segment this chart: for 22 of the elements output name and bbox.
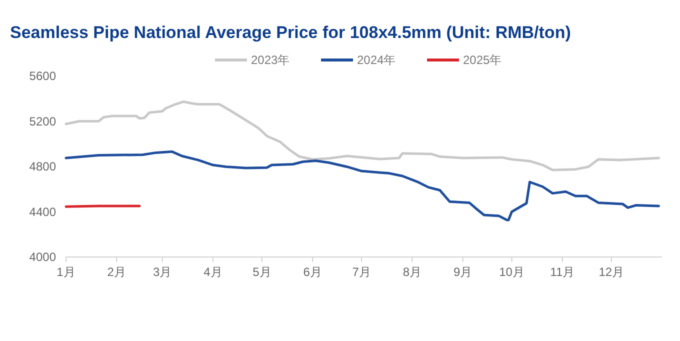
y-tick-label: 5600: [29, 69, 56, 83]
y-tick-label: 4400: [29, 204, 56, 219]
x-tick-label: 12月: [598, 265, 624, 279]
legend-label: 2024年: [357, 53, 396, 67]
y-tick-label: 4800: [29, 160, 56, 174]
x-tick-label: 11月: [550, 265, 575, 279]
y-tick-label: 5200: [29, 114, 56, 128]
x-tick-label: 2月: [107, 265, 126, 279]
x-tick-label: 6月: [303, 265, 322, 279]
legend-label: 2025年: [463, 53, 502, 67]
chart-title: Seamless Pipe National Average Price for 108x4.5mm (Unit: RMB/ton): [10, 23, 571, 42]
legend-label: 2023年: [251, 53, 290, 67]
x-tick-label: 1月: [56, 265, 76, 279]
x-tick-label: 8月: [402, 265, 422, 279]
x-tick-label: 4月: [204, 265, 222, 279]
x-tick-label: 5月: [252, 265, 272, 279]
x-tick-label: 7月: [352, 265, 371, 279]
y-tick-label: 4000: [29, 250, 56, 264]
x-tick-label: 3月: [152, 265, 172, 279]
x-tick-label: 9月: [453, 265, 472, 279]
x-tick-label: 10月: [499, 265, 524, 279]
line-series: [64, 100, 660, 172]
